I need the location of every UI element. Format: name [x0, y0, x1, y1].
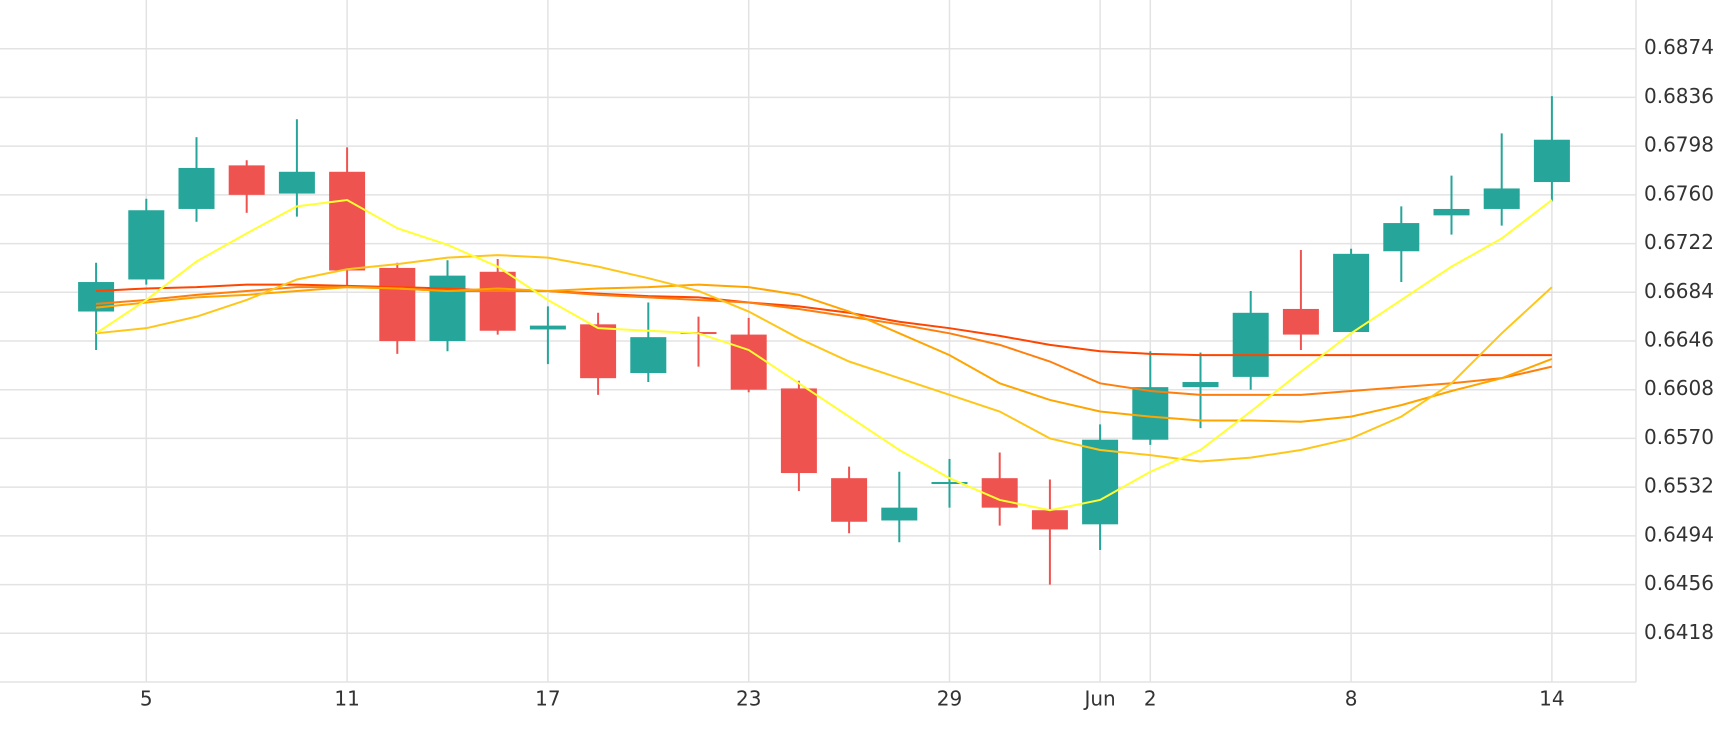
candle-body	[1132, 387, 1169, 440]
candle-body	[1282, 308, 1319, 335]
candle-body	[780, 388, 817, 474]
candle-body	[931, 482, 968, 485]
candle-body	[128, 210, 165, 280]
candle-body	[1483, 188, 1520, 209]
y-tick-label: 0.6418	[1644, 620, 1714, 644]
candle-body	[178, 167, 215, 209]
x-tick-label: 14	[1539, 687, 1564, 711]
candle-body	[730, 334, 767, 390]
y-tick-label: 0.6684	[1644, 279, 1714, 303]
y-tick-label: 0.6494	[1644, 522, 1714, 546]
candle-body	[1182, 382, 1219, 388]
candle-body	[479, 271, 516, 331]
moving-average-line	[95, 254, 1553, 463]
y-tick-label: 0.6532	[1644, 474, 1714, 498]
moving-average-line	[95, 283, 1553, 423]
candle-body	[529, 325, 566, 330]
candle-body	[1082, 439, 1119, 525]
x-tick-label: 11	[334, 687, 359, 711]
candle-body	[1433, 208, 1470, 216]
y-tick-label: 0.6456	[1644, 571, 1714, 595]
x-tick-label: 29	[937, 687, 962, 711]
candle-body	[1533, 139, 1570, 183]
candle-body	[1232, 312, 1269, 377]
candle-body	[429, 275, 466, 341]
candle-body	[379, 267, 416, 341]
x-tick-label: Jun	[1082, 687, 1115, 711]
x-tick-label: 5	[140, 687, 153, 711]
y-tick-label: 0.6608	[1644, 376, 1714, 400]
y-tick-label: 0.6760	[1644, 181, 1714, 205]
x-tick-label: 2	[1144, 687, 1157, 711]
candle-body	[831, 478, 868, 522]
moving-average-line	[95, 198, 1553, 512]
y-tick-label: 0.6798	[1644, 133, 1714, 157]
candle-body	[580, 324, 617, 379]
candle-body	[228, 165, 265, 195]
candle-body	[630, 337, 667, 374]
y-tick-label: 0.6570	[1644, 425, 1714, 449]
y-tick-label: 0.6836	[1644, 84, 1714, 108]
candle-body	[881, 507, 918, 521]
y-tick-label: 0.6646	[1644, 328, 1714, 352]
candle-body	[1031, 510, 1068, 530]
candle-body	[1333, 253, 1370, 333]
candle-body	[278, 171, 315, 194]
x-tick-label: 23	[736, 687, 761, 711]
moving-average-line	[96, 283, 1552, 357]
y-tick-label: 0.6874	[1644, 35, 1714, 59]
y-tick-label: 0.6722	[1644, 230, 1714, 254]
x-tick-label: 17	[535, 687, 560, 711]
candle-body	[1383, 223, 1420, 252]
x-tick-label: 8	[1345, 687, 1358, 711]
candle-body	[329, 171, 366, 271]
